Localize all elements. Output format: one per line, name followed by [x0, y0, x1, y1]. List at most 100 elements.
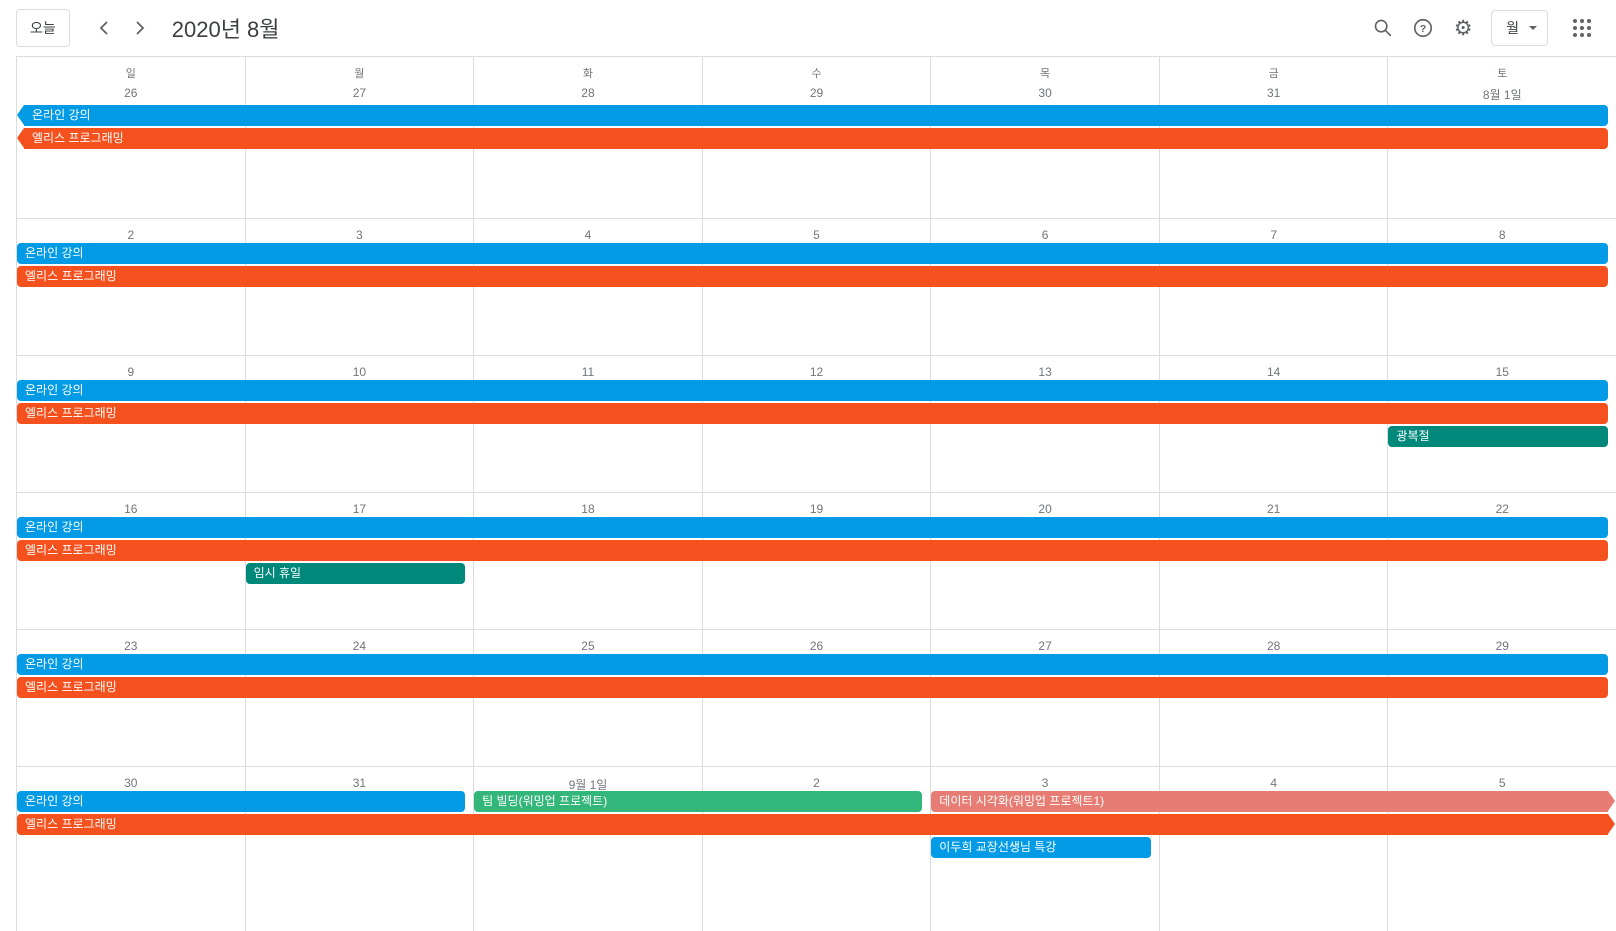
help-button[interactable]: ?: [1403, 8, 1443, 48]
date-label[interactable]: 4: [1270, 776, 1278, 790]
day-cell[interactable]: 3: [930, 767, 1159, 931]
date-label[interactable]: 28: [581, 86, 595, 100]
date-label[interactable]: 7: [1270, 228, 1278, 242]
day-cell[interactable]: 19: [701, 493, 931, 629]
event-bar[interactable]: 임시 휴일: [245, 563, 466, 584]
day-cell[interactable]: 8: [1387, 219, 1616, 355]
date-label[interactable]: 13: [1038, 365, 1052, 379]
date-label[interactable]: 29: [809, 86, 824, 100]
date-label[interactable]: 24: [352, 639, 367, 653]
day-cell[interactable]: 12: [701, 356, 931, 492]
date-label[interactable]: 10: [352, 365, 367, 379]
day-cell[interactable]: 26: [701, 630, 931, 766]
event-bar[interactable]: 엘리스 프로그래밍: [17, 814, 1615, 835]
day-cell[interactable]: 일 26: [16, 57, 245, 218]
day-cell[interactable]: 11: [473, 356, 702, 492]
today-button[interactable]: 오늘: [16, 9, 70, 47]
event-bar[interactable]: 엘리스 프로그래밍: [17, 266, 1608, 287]
date-label[interactable]: 25: [581, 639, 595, 653]
day-cell[interactable]: 9월 1일: [473, 767, 702, 931]
date-label[interactable]: 19: [809, 502, 824, 516]
date-label[interactable]: 17: [352, 502, 367, 516]
date-label[interactable]: 21: [1267, 502, 1281, 516]
event-bar[interactable]: 엘리스 프로그래밍: [17, 403, 1608, 424]
date-label[interactable]: 29: [1495, 639, 1509, 653]
date-label[interactable]: 2: [813, 776, 820, 790]
date-label[interactable]: 30: [124, 776, 138, 790]
day-cell[interactable]: 23: [16, 630, 245, 766]
day-cell[interactable]: 20: [930, 493, 1159, 629]
view-selector-dropdown[interactable]: 월: [1491, 10, 1548, 46]
event-bar[interactable]: 이두희 교장선생님 특강: [931, 837, 1151, 858]
day-cell[interactable]: 14: [1158, 356, 1388, 492]
day-cell[interactable]: 24: [244, 630, 474, 766]
day-cell[interactable]: 25: [473, 630, 702, 766]
day-cell[interactable]: 22: [1387, 493, 1616, 629]
prev-month-button[interactable]: [86, 10, 122, 46]
event-bar[interactable]: 온라인 강의: [17, 654, 1608, 675]
day-cell[interactable]: 27: [930, 630, 1159, 766]
day-cell[interactable]: 28: [1158, 630, 1388, 766]
event-bar[interactable]: 엘리스 프로그래밍: [17, 128, 1608, 149]
day-cell[interactable]: 7: [1158, 219, 1388, 355]
day-cell[interactable]: 2: [16, 219, 245, 355]
date-label[interactable]: 8월 1일: [1482, 88, 1522, 102]
day-cell[interactable]: 13: [930, 356, 1159, 492]
event-bar[interactable]: 엘리스 프로그래밍: [17, 677, 1608, 698]
date-label[interactable]: 27: [1038, 639, 1052, 653]
event-bar[interactable]: 온라인 강의: [17, 791, 466, 812]
event-bar[interactable]: 엘리스 프로그래밍: [17, 540, 1608, 561]
date-label[interactable]: 8: [1498, 228, 1506, 242]
date-label[interactable]: 22: [1495, 502, 1509, 516]
day-cell[interactable]: 3: [244, 219, 474, 355]
event-bar[interactable]: 팀 빌딩(워밍업 프로젝트): [474, 791, 923, 812]
date-label[interactable]: 18: [581, 502, 595, 516]
event-bar[interactable]: 데이터 시각화(워밍업 프로젝트1): [931, 791, 1615, 812]
day-cell[interactable]: 30: [16, 767, 245, 931]
next-month-button[interactable]: [122, 10, 158, 46]
date-label[interactable]: 9월 1일: [568, 778, 608, 792]
date-label[interactable]: 16: [124, 502, 138, 516]
search-button[interactable]: [1363, 8, 1403, 48]
date-label[interactable]: 31: [352, 776, 367, 790]
event-bar[interactable]: 광복절: [1388, 426, 1608, 447]
date-label[interactable]: 4: [584, 228, 592, 242]
day-cell[interactable]: 10: [244, 356, 474, 492]
date-label[interactable]: 3: [1041, 776, 1049, 790]
day-cell[interactable]: 5: [701, 219, 931, 355]
date-label[interactable]: 15: [1495, 365, 1509, 379]
date-label[interactable]: 27: [352, 86, 367, 100]
day-cell[interactable]: 6: [930, 219, 1159, 355]
day-cell[interactable]: 29: [1387, 630, 1616, 766]
date-label[interactable]: 12: [809, 365, 824, 379]
event-bar[interactable]: 온라인 강의: [17, 517, 1608, 538]
date-label[interactable]: 6: [1041, 228, 1049, 242]
day-cell[interactable]: 2: [701, 767, 931, 931]
day-cell[interactable]: 17: [244, 493, 474, 629]
event-bar[interactable]: 온라인 강의: [17, 105, 1608, 126]
day-cell[interactable]: 18: [473, 493, 702, 629]
day-cell[interactable]: 21: [1158, 493, 1388, 629]
event-bar[interactable]: 온라인 강의: [17, 380, 1608, 401]
day-cell[interactable]: 9: [16, 356, 245, 492]
date-label[interactable]: 5: [813, 228, 820, 242]
day-cell[interactable]: 4: [473, 219, 702, 355]
date-label[interactable]: 14: [1267, 365, 1281, 379]
date-label[interactable]: 23: [124, 639, 138, 653]
date-label[interactable]: 31: [1267, 86, 1281, 100]
day-cell[interactable]: 31: [244, 767, 474, 931]
date-label[interactable]: 20: [1038, 502, 1052, 516]
day-cell[interactable]: 5: [1387, 767, 1616, 931]
google-apps-button[interactable]: [1562, 8, 1602, 48]
date-label[interactable]: 11: [581, 365, 595, 379]
date-label[interactable]: 2: [127, 228, 135, 242]
day-cell[interactable]: 16: [16, 493, 245, 629]
event-bar[interactable]: 온라인 강의: [17, 243, 1608, 264]
date-label[interactable]: 30: [1038, 86, 1052, 100]
date-label[interactable]: 26: [124, 86, 138, 100]
date-label[interactable]: 28: [1267, 639, 1281, 653]
day-cell[interactable]: 15: [1387, 356, 1616, 492]
settings-button[interactable]: ⚙: [1443, 8, 1483, 48]
date-label[interactable]: 26: [809, 639, 824, 653]
day-cell[interactable]: 4: [1158, 767, 1388, 931]
